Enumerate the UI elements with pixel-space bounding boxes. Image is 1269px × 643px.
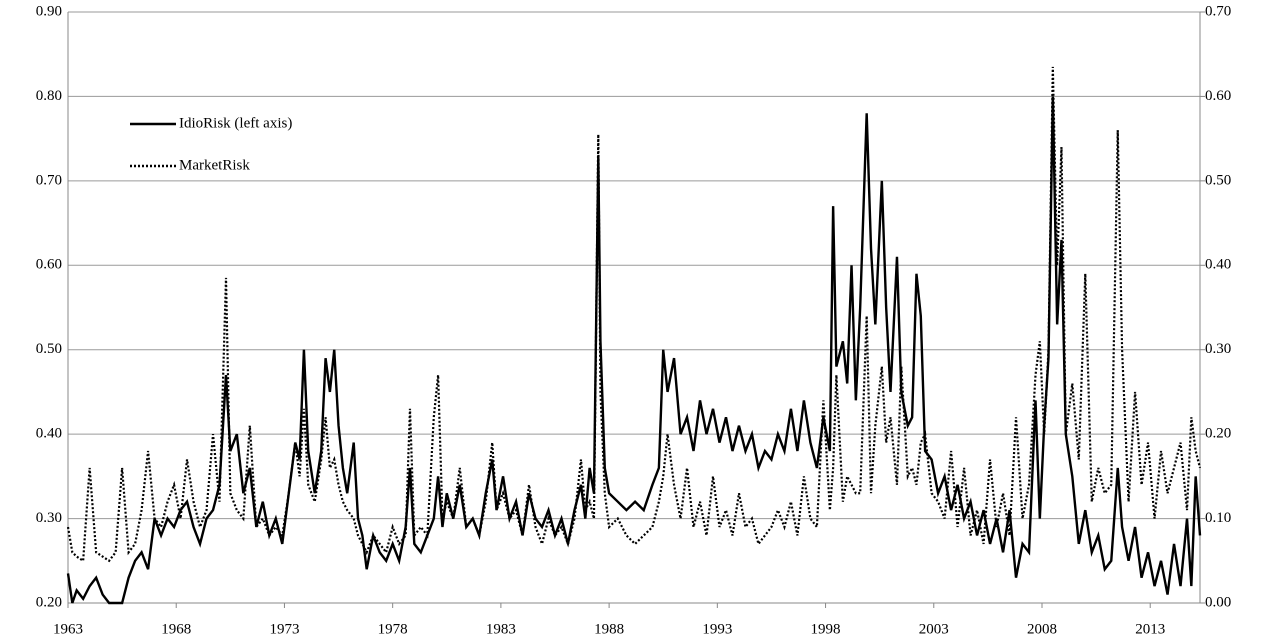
x-tick-label: 1988 [594,621,624,637]
legend-label: IdioRisk (left axis) [179,115,292,131]
y2-tick-label: 0.20 [1205,426,1231,442]
x-tick-label: 2013 [1135,621,1165,637]
y2-tick-label: 0.40 [1205,257,1231,273]
y2-tick-label: 0.30 [1205,341,1231,357]
x-tick-label: 2008 [1027,621,1057,637]
y2-tick-label: 0.00 [1205,594,1231,610]
y2-tick-label: 0.60 [1205,88,1231,104]
y2-tick-label: 0.10 [1205,510,1231,526]
y-tick-label: 0.40 [36,426,62,442]
legend-label: MarketRisk [179,157,250,173]
x-tick-label: 1983 [486,621,516,637]
series-line [66,66,1202,563]
y2-tick-label: 0.70 [1205,3,1231,19]
x-tick-label: 1993 [702,621,732,637]
x-tick-label: 1978 [378,621,408,637]
y-tick-label: 0.80 [36,88,62,104]
y-tick-label: 0.90 [36,3,62,19]
x-tick-label: 1968 [161,621,191,637]
y2-tick-label: 0.50 [1205,172,1231,188]
x-tick-label: 1998 [811,621,841,637]
y-tick-label: 0.20 [36,594,62,610]
y-tick-label: 0.30 [36,510,62,526]
x-tick-label: 1973 [269,621,299,637]
y-tick-label: 0.60 [36,257,62,273]
y-tick-label: 0.70 [36,172,62,188]
x-tick-label: 1963 [53,621,83,637]
y-tick-label: 0.50 [36,341,62,357]
x-tick-label: 2003 [919,621,949,637]
